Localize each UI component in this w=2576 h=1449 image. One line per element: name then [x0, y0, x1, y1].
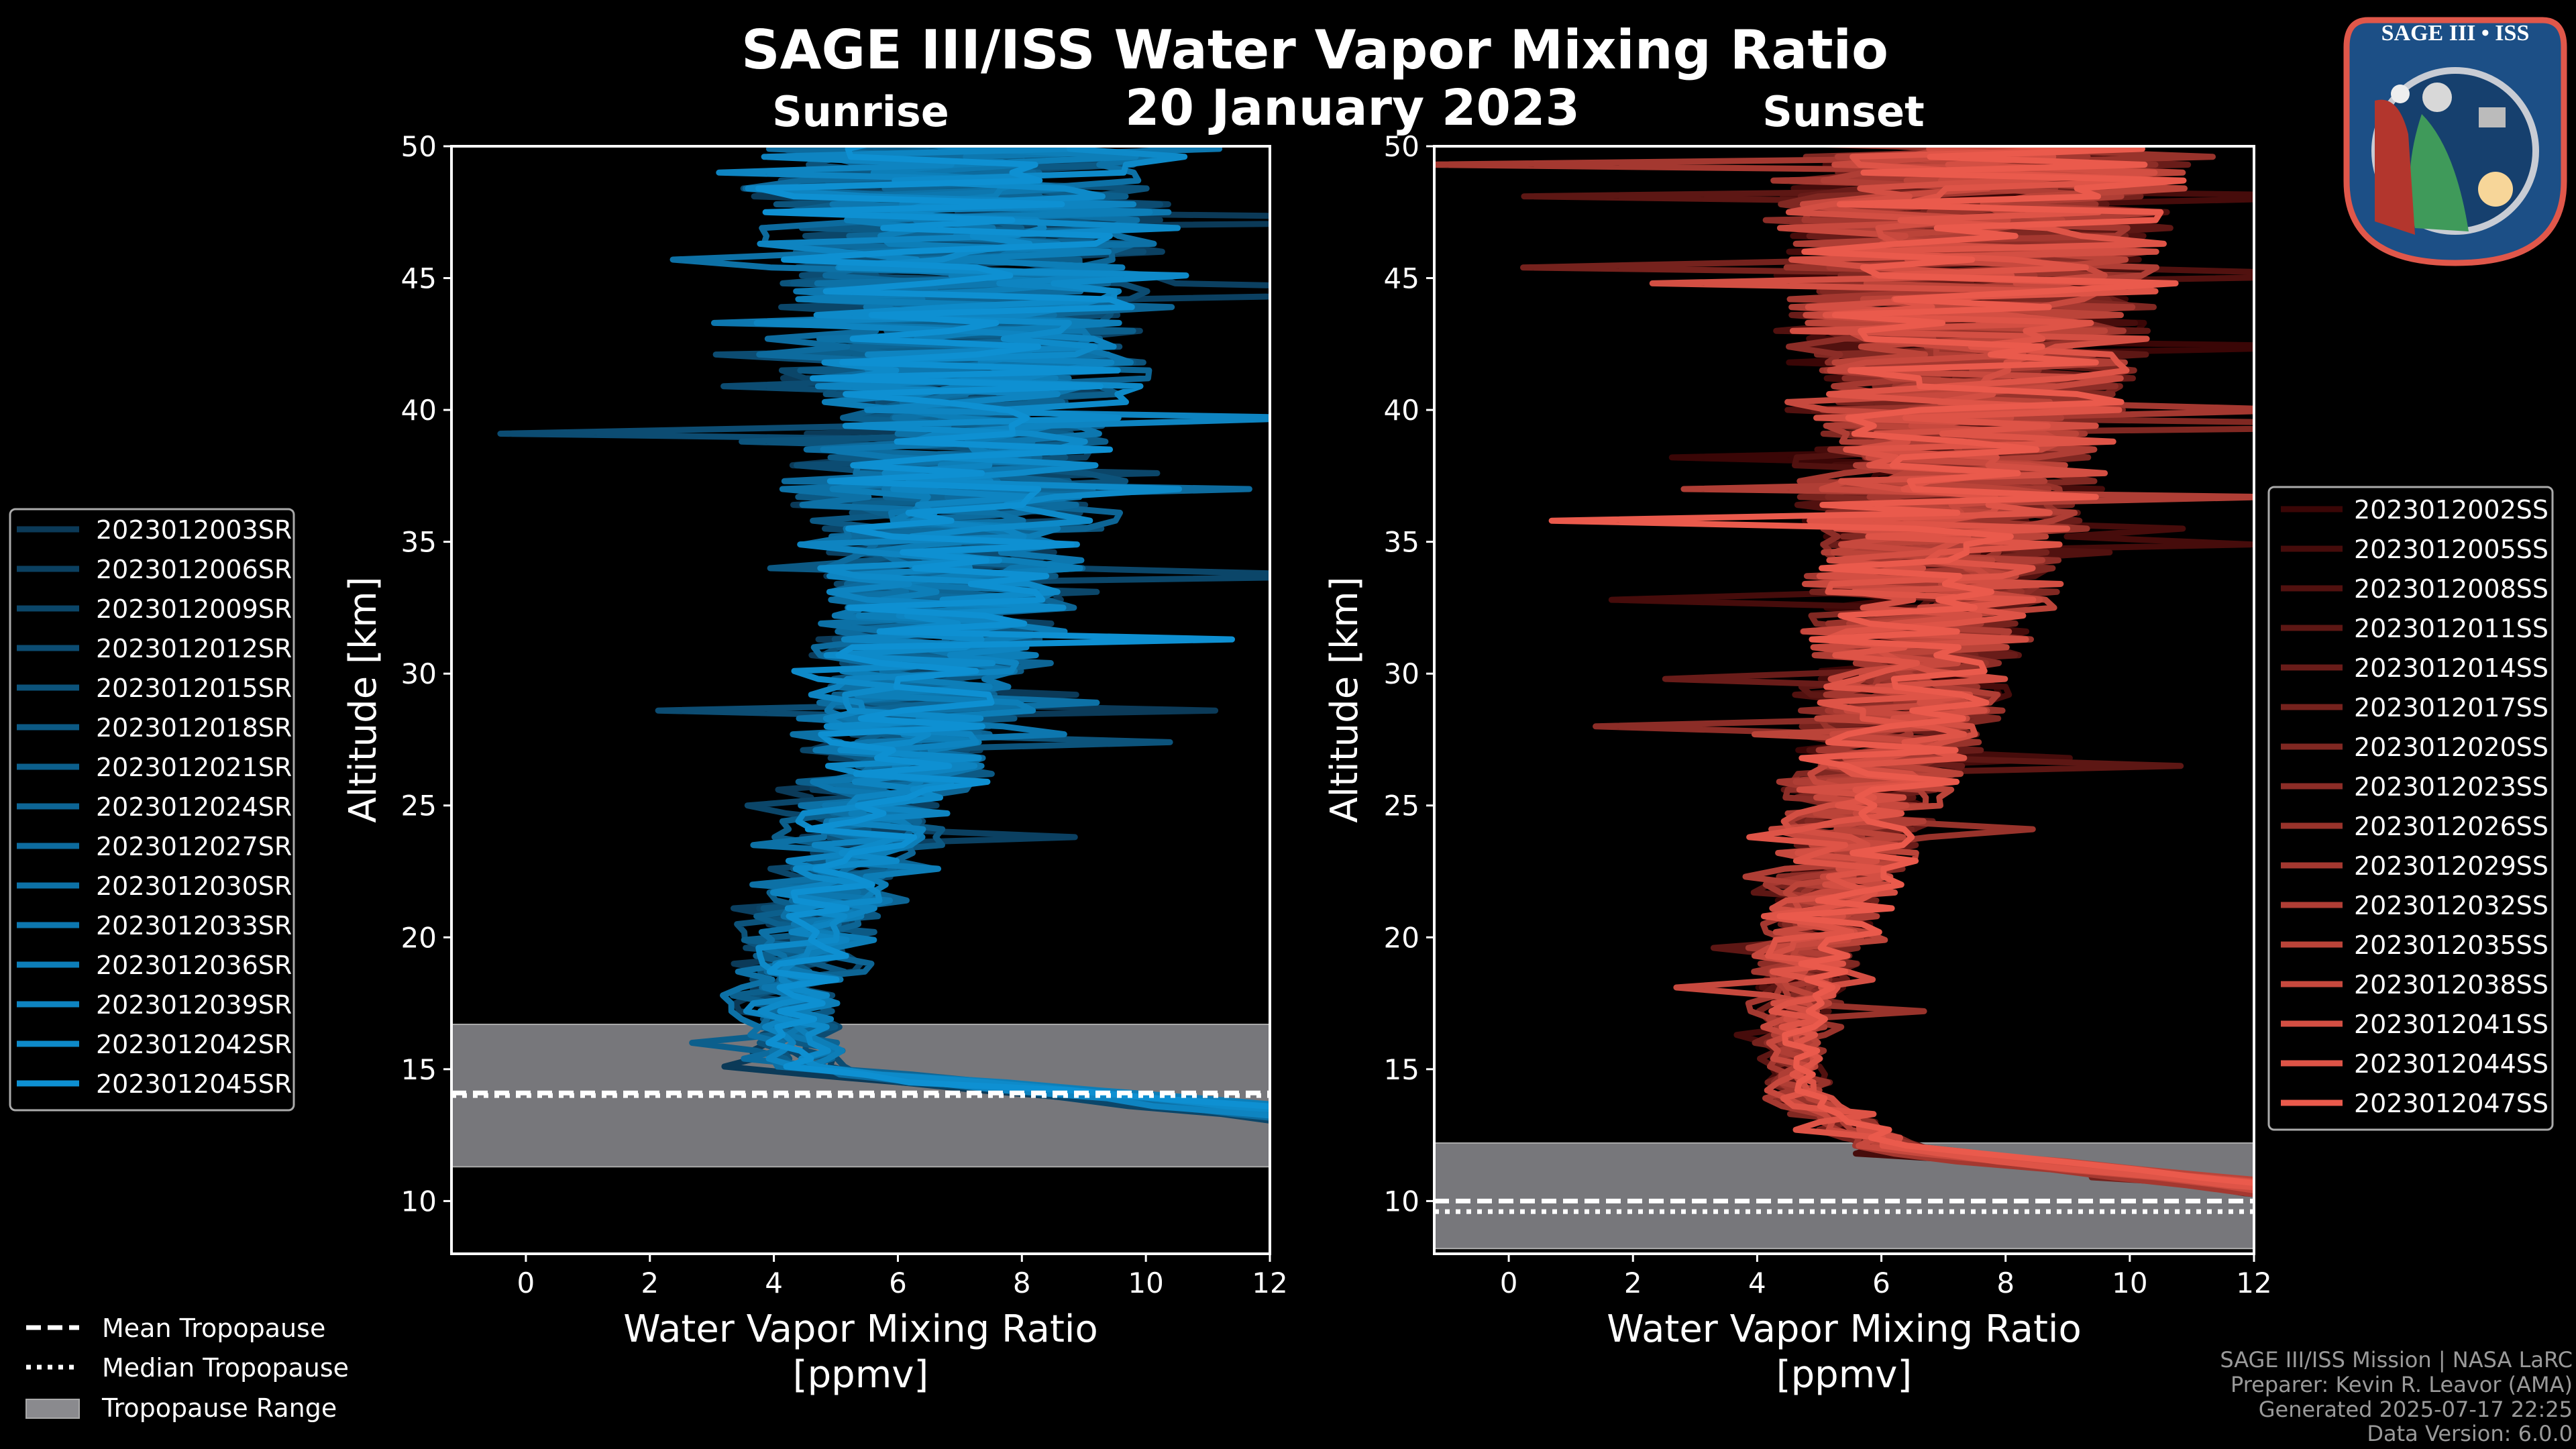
- y-tick-label: 25: [1384, 790, 1419, 822]
- x-tick-label: 12: [2236, 1267, 2271, 1299]
- y-tick-label: 25: [401, 790, 437, 822]
- legend-label: 2023012020SS: [2354, 733, 2548, 762]
- x-axis-label-sunset: Water Vapor Mixing Ratio: [1607, 1307, 2081, 1351]
- x-axis-unit-sunrise: [ppmv]: [793, 1353, 928, 1397]
- y-axis-label-sunrise: Altitude [km]: [341, 576, 385, 822]
- y-tick-label: 45: [401, 262, 437, 295]
- tropopause-range-swatch: [25, 1399, 80, 1419]
- y-tick-label: 50: [401, 130, 437, 163]
- legend-label: 2023012017SS: [2354, 693, 2548, 722]
- legend-label: 2023012039SR: [96, 990, 292, 1020]
- sunrise-panel: 0 2 4 6 8 10 12 10 15 20 25 30 35 40 45 50: [401, 130, 1288, 1299]
- legend-label: 2023012003SR: [96, 515, 292, 545]
- y-tick-label: 35: [1384, 526, 1419, 559]
- legend-label: 2023012006SR: [96, 555, 292, 584]
- y-tick-label: 30: [401, 657, 437, 690]
- mean-tropopause-label: Mean Tropopause: [102, 1313, 325, 1343]
- legend-label: 2023012012SR: [96, 634, 292, 663]
- legend-label: 2023012026SS: [2354, 812, 2548, 841]
- x-axis-unit-sunset: [ppmv]: [1776, 1353, 1912, 1397]
- y-tick-label: 35: [401, 526, 437, 559]
- footer-preparer: Preparer: Kevin R. Leavor (AMA): [2231, 1372, 2573, 1397]
- legend-label: 2023012042SR: [96, 1030, 292, 1059]
- legend-label: 2023012008SS: [2354, 574, 2548, 604]
- legend-label: 2023012029SS: [2354, 851, 2548, 881]
- legend-label: 2023012005SS: [2354, 535, 2548, 564]
- legend-label: 2023012018SR: [96, 713, 292, 743]
- legend-label: 2023012038SS: [2354, 970, 2548, 1000]
- plot-frame: [1433, 145, 2255, 1255]
- footer-generated: Generated 2025-07-17 22:25: [2259, 1397, 2573, 1422]
- legend-label: 2023012011SS: [2354, 614, 2548, 643]
- y-tick-label: 15: [401, 1053, 437, 1086]
- sunset-legend: 2023012002SS 2023012005SS 2023012008SS 2023…: [2267, 486, 2554, 1131]
- y-tick-label: 45: [1384, 262, 1419, 295]
- legend-label: 2023012044SS: [2354, 1049, 2548, 1079]
- x-tick-label: 12: [1252, 1267, 1287, 1299]
- x-tick-label: 6: [889, 1267, 907, 1299]
- y-tick-label: 10: [1384, 1185, 1419, 1218]
- profile-line-2023012045SR: [755, 146, 1270, 1110]
- x-axis-label-sunrise: Water Vapor Mixing Ratio: [623, 1307, 1097, 1351]
- chart-date: 20 January 2023: [1125, 79, 1580, 137]
- legend-label: 2023012021SR: [96, 753, 292, 782]
- sunrise-legend: 2023012003SR 2023012006SR 2023012009SR 2023…: [9, 508, 295, 1112]
- y-tick-label: 30: [1384, 657, 1419, 690]
- legend-label: 2023012047SS: [2354, 1089, 2548, 1118]
- tropopause-legend: Mean Tropopause Median Tropopause Tropop…: [25, 1313, 349, 1423]
- legend-label: 2023012030SR: [96, 871, 292, 901]
- x-tick-label: 2: [1624, 1267, 1642, 1299]
- legend-label: 2023012041SS: [2354, 1010, 2548, 1039]
- legend-label: 2023012032SS: [2354, 891, 2548, 920]
- y-axis-label-sunset: Altitude [km]: [1323, 576, 1366, 822]
- y-tick-label: 20: [401, 921, 437, 954]
- x-tick-label: 8: [1996, 1267, 2015, 1299]
- legend-label: 2023012014SS: [2354, 653, 2548, 683]
- legend-label: 2023012045SR: [96, 1069, 292, 1099]
- y-tick-label: 40: [1384, 394, 1419, 427]
- x-tick-label: 10: [2112, 1267, 2147, 1299]
- legend-label: 2023012033SR: [96, 911, 292, 941]
- y-tick-label: 40: [401, 394, 437, 427]
- legend-label: 2023012009SR: [96, 594, 292, 624]
- panel-title-sunrise: Sunrise: [772, 87, 949, 136]
- x-tick-label: 8: [1013, 1267, 1031, 1299]
- legend-label: 2023012024SR: [96, 792, 292, 822]
- y-tick-label: 50: [1384, 130, 1419, 163]
- x-tick-label: 2: [641, 1267, 659, 1299]
- legend-label: 2023012035SS: [2354, 930, 2548, 960]
- y-tick-label: 20: [1384, 921, 1419, 954]
- tropopause-range-band: [1434, 1142, 2254, 1250]
- x-tick-label: 0: [517, 1267, 535, 1299]
- plot-frame: [450, 145, 1271, 1255]
- legend-label: 2023012027SR: [96, 832, 292, 861]
- panel-title-sunset: Sunset: [1762, 87, 1925, 136]
- x-tick-label: 10: [1128, 1267, 1163, 1299]
- x-tick-label: 4: [1748, 1267, 1766, 1299]
- logo-title: SAGE III • ISS: [2381, 21, 2530, 46]
- footer-mission: SAGE III/ISS Mission | NASA LaRC: [2220, 1347, 2573, 1373]
- legend-label: 2023012023SS: [2354, 772, 2548, 802]
- sage-iii-iss-logo: SAGE III • ISS: [2343, 17, 2567, 266]
- x-tick-label: 6: [1872, 1267, 1890, 1299]
- chart-title: SAGE III/ISS Water Vapor Mixing Ratio: [741, 19, 1888, 81]
- x-tick-label: 4: [765, 1267, 783, 1299]
- profile-line-2023012047SS: [1548, 146, 2254, 1186]
- footer-credits: SAGE III/ISS Mission | NASA LaRC Prepare…: [2220, 1347, 2573, 1446]
- tropopause-range-label: Tropopause Range: [101, 1393, 337, 1423]
- sunset-panel: 0 2 4 6 8 10 12 10 15 20 25 30 35 40 45 50: [1384, 130, 2272, 1299]
- median-tropopause-label: Median Tropopause: [102, 1353, 349, 1383]
- legend-label: 2023012002SS: [2354, 495, 2548, 525]
- x-tick-label: 0: [1500, 1267, 1518, 1299]
- legend-label: 2023012036SR: [96, 951, 292, 980]
- y-tick-label: 15: [1384, 1053, 1419, 1086]
- y-tick-label: 10: [401, 1185, 437, 1218]
- legend-label: 2023012015SR: [96, 674, 292, 703]
- footer-data-version: Data Version: 6.0.0: [2367, 1421, 2573, 1446]
